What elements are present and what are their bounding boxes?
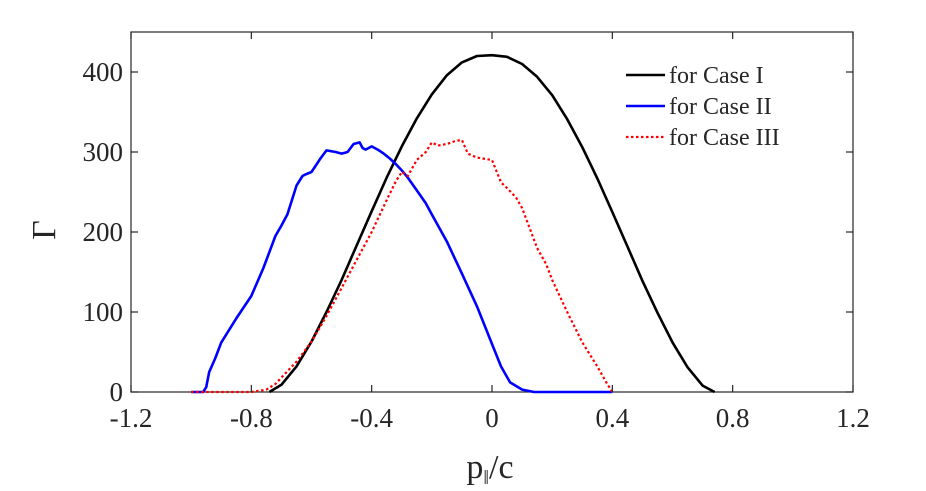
- y-tick-label: 100: [83, 297, 124, 327]
- y-tick-label: 400: [83, 57, 124, 87]
- series-lines: [191, 53, 716, 394]
- x-tick-label: 0.4: [595, 403, 629, 433]
- y-tick-label: 200: [83, 217, 124, 247]
- x-tick-label: 0: [485, 403, 499, 433]
- x-tick-label: -0.4: [350, 403, 393, 433]
- x-tick-label: 1.2: [836, 403, 870, 433]
- y-tick-label: 0: [110, 377, 124, 407]
- x-tick-label: -0.8: [230, 403, 273, 433]
- x-tick-label: -1.2: [110, 403, 153, 433]
- y-tick-label: 300: [83, 137, 124, 167]
- axis-ticks: -1.2 -0.8 -0.4 0 0.4 0.8 1.2 0 100 200 300 400: [83, 32, 870, 433]
- x-axis-label: p‖/c: [466, 449, 513, 489]
- x-tick-label: 0.8: [716, 403, 750, 433]
- series-line-1: [268, 53, 716, 394]
- legend-label-2: for Case II: [669, 94, 772, 120]
- series-line-2: [191, 141, 613, 394]
- series-line-3: [191, 138, 614, 394]
- y-axis-label: Γ: [26, 220, 63, 240]
- legend-label-1: for Case I: [669, 63, 764, 89]
- legend-label-3: for Case III: [669, 125, 780, 151]
- legend: for Case I for Case II for Case III: [626, 63, 780, 151]
